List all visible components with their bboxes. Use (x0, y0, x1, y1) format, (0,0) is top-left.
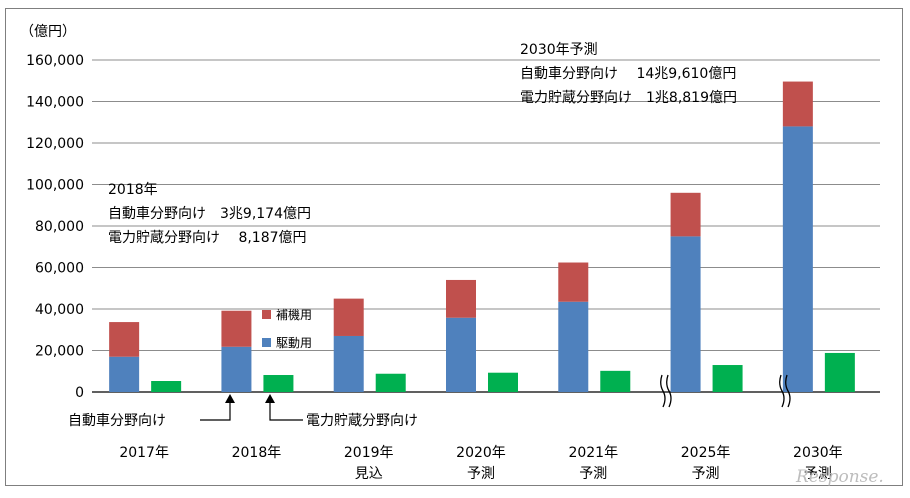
y-unit-label: （億円） (20, 24, 76, 40)
x-category-label: 2020年 (456, 445, 506, 461)
bar-drive (221, 346, 252, 392)
x-category-label: 2025年 (681, 445, 731, 461)
bar-drive (782, 126, 813, 393)
x-category-label: 予測 (579, 466, 607, 482)
bar-auxiliary (670, 192, 701, 237)
bar-auxiliary (333, 298, 364, 336)
y-tick-label: 120,000 (26, 136, 84, 152)
y-tick-label: 100,000 (26, 178, 84, 194)
y-tick-label: 20,000 (35, 344, 84, 360)
callout-storage-line (269, 400, 303, 421)
bar-auxiliary (109, 322, 140, 357)
callout-storage: 電力貯蔵分野向け (265, 394, 418, 429)
y-tick-label: 40,000 (35, 302, 84, 318)
x-category-label: 2018年 (232, 445, 282, 461)
bar-auxiliary (446, 279, 476, 318)
callout-storage-label: 電力貯蔵分野向け (306, 413, 418, 429)
chart-frame (5, 8, 903, 486)
gridlines (92, 59, 880, 393)
annotation-2030: 2030年予測 自動車分野向け 14兆9,610億円 電力貯蔵分野向け 1兆8,… (520, 42, 737, 106)
annotation-2018-auto: 自動車分野向け 3兆9,174億円 (108, 205, 311, 222)
x-category-label: 見込 (355, 466, 383, 482)
bar-storage (488, 372, 518, 392)
x-category-label: 2021年 (568, 445, 618, 461)
bar-drive (333, 335, 364, 392)
bar-storage (151, 381, 182, 392)
callout-auto: 自動車分野向け (68, 394, 235, 429)
callout-storage-arrowhead (265, 394, 275, 403)
y-tick-label: 0 (75, 385, 84, 401)
bar-drive (558, 301, 589, 392)
bar-storage (824, 352, 855, 392)
axis-break-mark-2025 (660, 374, 672, 408)
y-tick-label: 60,000 (35, 261, 84, 277)
y-tick-labels: 0 20,000 40,000 60,000 80,000 100,000 120,000 1… (26, 53, 84, 401)
axis-break-mark-2030 (779, 374, 791, 408)
annotation-2018-storage: 電力貯蔵分野向け 8,187億円 (108, 230, 307, 246)
annotation-2018: 2018年 自動車分野向け 3兆9,174億円 電力貯蔵分野向け 8,187億円 (108, 182, 311, 246)
bars (109, 81, 855, 393)
legend-label-auxiliary: 補機用 (276, 307, 312, 322)
bar-drive (109, 356, 140, 392)
legend-swatch-drive (262, 338, 271, 347)
legend-swatch-auxiliary (262, 310, 271, 319)
y-tick-label: 140,000 (26, 95, 84, 111)
watermark-logo: Response. (795, 467, 884, 487)
callout-auto-line (200, 400, 231, 421)
bar-auxiliary (558, 262, 589, 302)
annotation-2030-title: 2030年予測 (520, 42, 598, 58)
x-category-label: 2019年 (344, 445, 394, 461)
bar-drive (670, 236, 701, 392)
x-category-label: 予測 (692, 466, 720, 482)
legend-label-drive: 駆動用 (276, 336, 312, 350)
bar-auxiliary (782, 81, 813, 127)
bar-storage (375, 373, 406, 392)
bar-drive (446, 317, 476, 392)
x-category-label: 予測 (467, 466, 495, 482)
callout-auto-label: 自動車分野向け (68, 412, 166, 429)
bar-storage (712, 365, 743, 392)
y-tick-label: 160,000 (26, 53, 84, 69)
annotation-2030-auto: 自動車分野向け 14兆9,610億円 (520, 65, 736, 82)
x-category-label: 2030年 (793, 445, 843, 461)
bar-storage (263, 375, 294, 392)
callout-auto-arrowhead (225, 394, 235, 403)
annotation-2030-storage: 電力貯蔵分野向け 1兆8,819億円 (520, 90, 737, 106)
y-tick-label: 80,000 (35, 219, 84, 235)
x-category-label: 予測 (804, 466, 832, 482)
x-category-label: 2017年 (119, 445, 169, 461)
annotation-2018-title: 2018年 (108, 182, 158, 198)
legend: 補機用 駆動用 (262, 307, 312, 350)
bar-auxiliary (221, 310, 252, 347)
bar-storage (600, 370, 631, 392)
